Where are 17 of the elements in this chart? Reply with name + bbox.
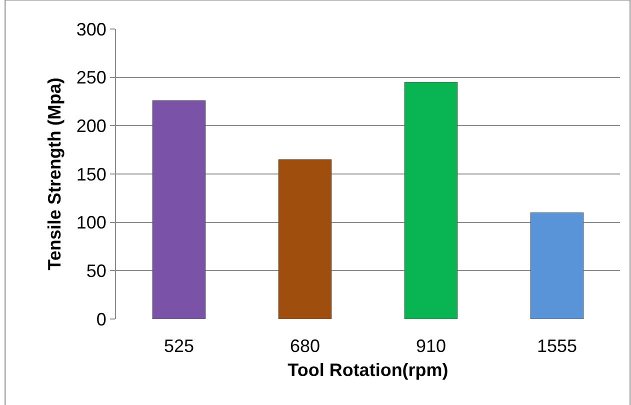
y-tick-label: 150 <box>76 164 106 184</box>
y-tick-label: 50 <box>86 260 106 281</box>
bar <box>152 100 206 319</box>
bar <box>404 82 458 319</box>
y-tick-label: 200 <box>76 116 106 136</box>
x-tick-label: 1555 <box>536 336 578 356</box>
x-tick-label: 910 <box>416 336 446 356</box>
x-axis-title: Tool Rotation(rpm) <box>288 360 448 380</box>
bar <box>278 159 332 319</box>
y-tick-label: 250 <box>76 68 106 88</box>
y-tick-label: 100 <box>76 212 106 233</box>
y-tick-label: 300 <box>76 19 106 40</box>
x-tick-label: 525 <box>164 336 194 356</box>
y-axis-title: Tensile Strength (Mpa) <box>44 78 65 270</box>
bar <box>530 212 584 319</box>
y-tick-label: 0 <box>96 309 106 330</box>
x-tick-label: 680 <box>290 336 320 356</box>
